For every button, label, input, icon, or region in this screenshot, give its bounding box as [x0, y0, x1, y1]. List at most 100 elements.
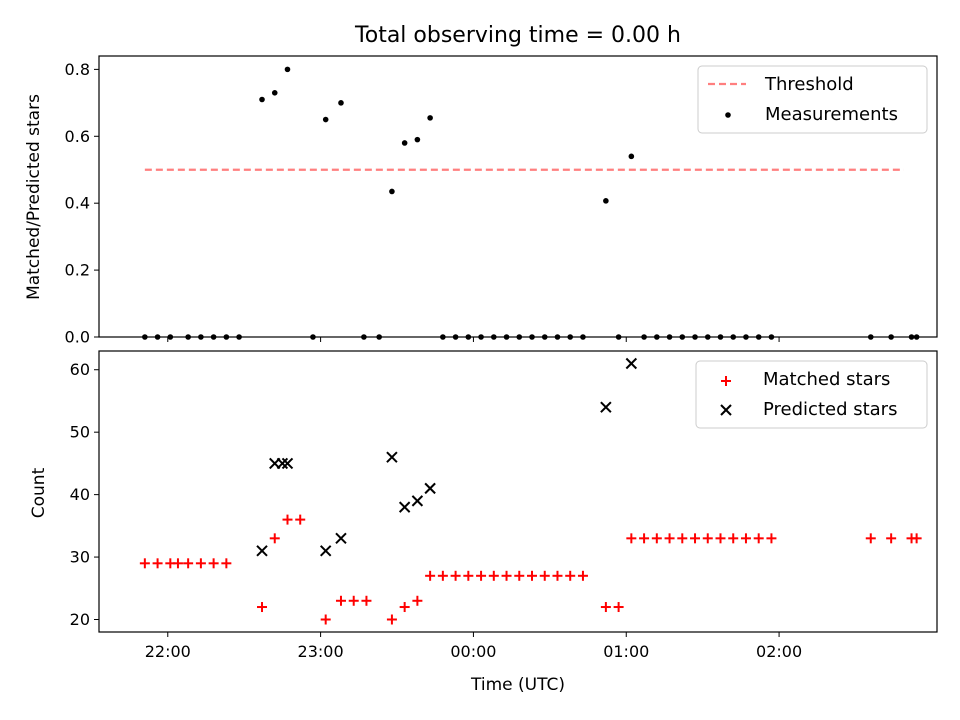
top-y-tick-label: 0.8 [65, 60, 90, 79]
x-tick-label: 02:00 [756, 642, 802, 661]
predicted-star-point [411, 495, 424, 507]
matched-star-point [577, 570, 588, 581]
top-y-tick-label: 0.4 [65, 194, 90, 213]
bottom-y-tick-label: 30 [70, 548, 90, 567]
measurement-point [338, 100, 344, 106]
bottom-y-tick: 30 [70, 548, 99, 567]
matched-star-point [715, 533, 726, 544]
measurement-point [284, 66, 291, 73]
x-axis-label: Time (UTC) [470, 675, 565, 695]
predicted-star-point [256, 545, 268, 557]
bottom-y-tick-label: 50 [70, 423, 90, 442]
x-ticks: 22:00 23:00 00:00 01:00 02:00 [145, 337, 802, 661]
x-tick-label: 23:00 [298, 642, 344, 661]
predicted-star-point [281, 457, 294, 470]
matched-star-point [320, 614, 331, 625]
legend-measurements-swatch [725, 112, 731, 118]
top-y-tick: 0.0 [65, 328, 99, 347]
matched-star-point [600, 602, 611, 613]
bottom-legend: Matched stars Predicted stars [695, 360, 928, 429]
legend-matched-label: Matched stars [763, 369, 890, 390]
chart-title: Total observing time = 0.00 h [354, 23, 681, 48]
bottom-y-tick: 40 [70, 485, 99, 504]
matched-star-point [152, 558, 163, 569]
matched-star-point [728, 533, 739, 544]
measurement-point [271, 89, 278, 96]
matched-star-point [911, 533, 922, 544]
matched-star-point [527, 570, 538, 581]
matched-star-point [565, 570, 576, 581]
top-y-tick: 0.2 [65, 261, 99, 280]
bottom-legend-box [695, 360, 928, 429]
predicted-star-point [600, 401, 612, 413]
top-y-ticks: 0.0 0.2 0.4 0.6 0.8 [65, 60, 99, 347]
matched-star-point [269, 533, 280, 544]
x-tick-label: 01:00 [603, 642, 649, 661]
bottom-y-tick: 20 [70, 610, 99, 629]
matched-star-point [626, 533, 637, 544]
matched-star-point [208, 558, 219, 569]
matched-star-point [282, 514, 293, 525]
matched-star-point [183, 558, 194, 569]
top-legend: Threshold Measurements [697, 65, 928, 134]
predicted-star-point [319, 545, 332, 557]
matched-star-point [399, 602, 410, 613]
matched-star-point [476, 570, 487, 581]
predicted-star-point [398, 501, 411, 513]
matched-star-point [425, 570, 436, 581]
matched-star-point [295, 514, 306, 525]
bottom-axes-frame [98, 350, 938, 633]
legend-measurements-label: Measurements [765, 104, 898, 125]
bottom-y-tick-label: 20 [70, 610, 90, 629]
matched-star-point [766, 533, 777, 544]
measurement-point [401, 140, 408, 146]
matched-star-point [539, 570, 550, 581]
matched-star-point [690, 533, 701, 544]
measurement-point [628, 153, 635, 160]
x-tick-label: 00:00 [450, 642, 496, 661]
matched-star-point [514, 570, 525, 581]
measurement-point [389, 188, 395, 195]
legend-matched-swatch [721, 376, 731, 386]
bottom-y-tick-label: 60 [70, 360, 90, 379]
predicted-star-point [625, 357, 638, 370]
bottom-plot-area [139, 357, 922, 625]
matched-star-point [348, 595, 359, 606]
matched-star-point [501, 570, 512, 581]
top-y-axis-label: Matched/Predicted stars [24, 94, 44, 300]
bottom-y-tick: 50 [70, 423, 99, 442]
predicted-star-point [276, 457, 289, 470]
top-y-tick: 0.6 [65, 127, 99, 146]
matched-star-point [488, 570, 499, 581]
measurement-point [322, 116, 329, 123]
top-y-tick-label: 0.2 [65, 261, 90, 280]
matched-star-point [677, 533, 688, 544]
matched-star-point [865, 533, 876, 544]
matched-star-point [386, 614, 397, 625]
matched-star-point [639, 533, 650, 544]
matched-star-point [651, 533, 662, 544]
matched-star-point [702, 533, 713, 544]
measurement-point [259, 96, 265, 103]
matched-star-point [664, 533, 675, 544]
legend-predicted-label: Predicted stars [763, 399, 897, 420]
matched-star-point [412, 595, 423, 606]
top-legend-box [697, 65, 928, 134]
matched-star-point [552, 570, 563, 581]
matched-star-point [463, 570, 474, 581]
matched-star-point [172, 558, 183, 569]
matched-star-point [335, 595, 346, 606]
matched-star-point [886, 533, 897, 544]
measurement-point [603, 198, 609, 204]
x-tick-label: 22:00 [145, 642, 191, 661]
matched-star-point [613, 602, 624, 613]
matched-star-point [139, 558, 150, 569]
legend-predicted-swatch [720, 404, 732, 416]
top-y-tick-label: 0.0 [65, 328, 90, 347]
predicted-star-point [386, 451, 398, 463]
bottom-y-ticks: 20 30 40 50 60 [70, 360, 99, 629]
measurement-point [427, 115, 433, 121]
matched-star-point [221, 558, 232, 569]
bottom-y-tick-label: 40 [70, 485, 90, 504]
